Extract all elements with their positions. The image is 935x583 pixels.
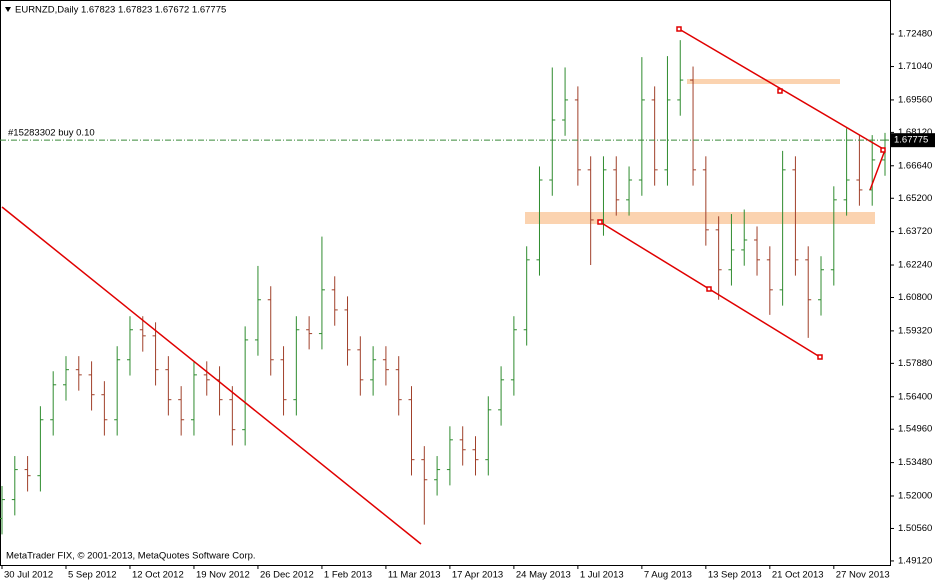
x-tick-label: 7 Aug 2013 (644, 570, 692, 581)
chart-title: EURNZD,Daily 1.67823 1.67823 1.67672 1.6… (15, 5, 226, 16)
plot-border (0, 0, 891, 566)
y-tick-label: 1.52000 (898, 490, 932, 501)
anchor (777, 88, 783, 94)
anchor (817, 354, 823, 360)
resistance-zone (687, 79, 840, 84)
y-tick-label: 1.63720 (898, 226, 932, 237)
y-tick-label: 1.59320 (898, 325, 932, 336)
anchor (706, 286, 712, 292)
y-tick-label: 1.50560 (898, 523, 932, 534)
x-tick-label: 5 Sep 2012 (68, 570, 117, 581)
y-tick-label: 1.49120 (898, 555, 932, 566)
support-zone (525, 212, 875, 224)
x-tick-label: 21 Oct 2013 (772, 570, 824, 581)
anchor (597, 219, 603, 225)
x-tick-label: 13 Sep 2013 (708, 570, 762, 581)
x-tick-label: 12 Oct 2012 (132, 570, 184, 581)
x-tick-label: 27 Nov 2013 (836, 570, 890, 581)
x-tick-label: 1 Jul 2013 (580, 570, 624, 581)
y-tick-label: 1.69560 (898, 94, 932, 105)
y-tick-label: 1.56400 (898, 391, 932, 402)
bars (0, 40, 888, 535)
order-label: #15283302 buy 0.10 (8, 128, 95, 139)
x-tick-label: 24 May 2013 (516, 570, 571, 581)
y-tick-label: 1.54960 (898, 424, 932, 435)
y-tick-label: 1.66640 (898, 160, 932, 171)
x-tick-label: 19 Nov 2012 (196, 570, 250, 581)
y-tick-label: 1.60800 (898, 292, 932, 303)
x-tick-label: 30 Jul 2012 (4, 570, 53, 581)
y-tick-label: 1.57880 (898, 358, 932, 369)
footer: MetaTrader FIX, © 2001-2013, MetaQuotes … (6, 551, 256, 562)
y-tick-label: 1.62240 (898, 260, 932, 271)
trendlines (1, 26, 886, 545)
x-tick-label: 26 Dec 2012 (260, 570, 314, 581)
anchor (676, 26, 682, 32)
menu-arrow[interactable] (5, 7, 11, 12)
trendline (1, 206, 422, 545)
y-tick-label: 1.53480 (898, 457, 932, 468)
x-tick-label: 1 Feb 2013 (324, 570, 372, 581)
x-tick-label: 17 Apr 2013 (452, 570, 503, 581)
y-tick-label: 1.71040 (898, 61, 932, 72)
anchor (880, 147, 886, 153)
y-tick-label: 1.72480 (898, 29, 932, 40)
price-box (891, 133, 935, 148)
y-tick-label: 1.68120 (898, 127, 932, 138)
current-price-label: 1.67775 (894, 135, 928, 146)
y-tick-label: 1.65200 (898, 193, 932, 204)
trendline (869, 149, 886, 191)
x-tick-label: 11 Mar 2013 (388, 570, 441, 581)
